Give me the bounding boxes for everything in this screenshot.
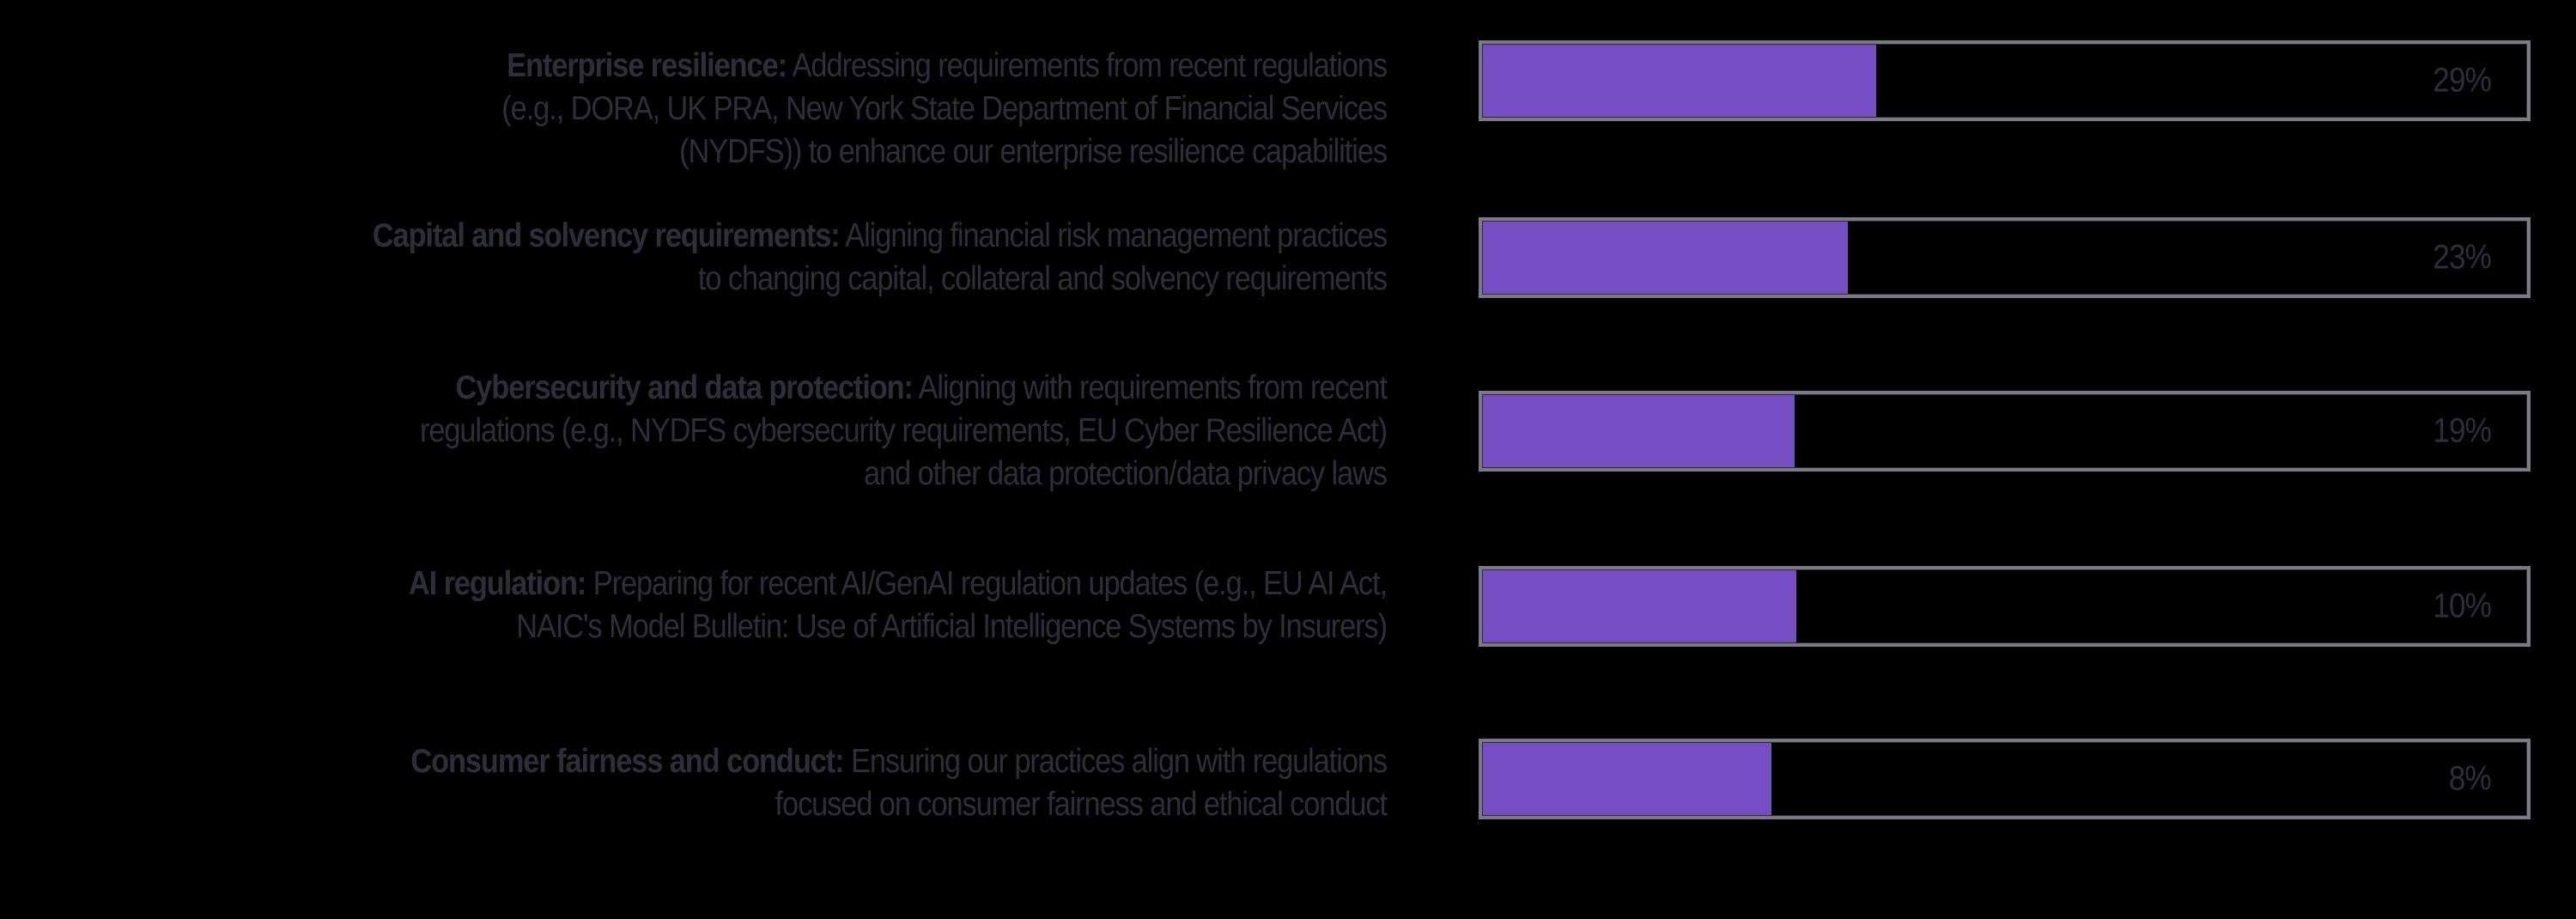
category-description: focused on consumer fairness and ethical… (775, 786, 1388, 823)
category-description: (e.g., DORA, UK PRA, New York State Depa… (501, 90, 1388, 127)
category-description: Addressing requirements from recent regu… (786, 47, 1388, 84)
category-description: Ensuring our practices align with regula… (843, 743, 1388, 780)
category-description: Aligning financial risk management pract… (839, 217, 1388, 254)
category-description: Preparing for recent AI/GenAI regulation… (586, 565, 1388, 602)
category-term: AI regulation: (408, 565, 586, 602)
value-label: 19% (2433, 411, 2492, 450)
bar-track: 23% (1479, 217, 2530, 298)
category-label: AI regulation: Preparing for recent AI/G… (27, 563, 1388, 648)
bar-fill (1482, 569, 1796, 643)
category-label: Capital and solvency requirements: Align… (27, 215, 1388, 301)
value-label: 10% (2433, 587, 2492, 625)
category-term: Consumer fairness and conduct: (410, 743, 844, 780)
category-description: to changing capital, collateral and solv… (697, 260, 1388, 297)
category-description: (NYDFS)) to enhance our enterprise resil… (679, 133, 1388, 170)
bar-track: 19% (1479, 391, 2530, 472)
bar-fill (1482, 394, 1795, 468)
category-description: Aligning with requirements from recent (912, 369, 1388, 406)
bar-track: 8% (1479, 739, 2530, 819)
value-label: 23% (2433, 238, 2492, 277)
category-label: Enterprise resilience: Addressing requir… (27, 45, 1388, 173)
category-term: Cybersecurity and data protection: (455, 369, 914, 406)
category-term: Enterprise resilience: (507, 47, 787, 84)
category-label: Cybersecurity and data protection: Align… (27, 367, 1388, 496)
category-term: Capital and solvency requirements: (372, 217, 841, 254)
value-label: 29% (2433, 61, 2492, 100)
bar-fill (1482, 44, 1876, 118)
bar-fill (1482, 221, 1848, 295)
category-description: NAIC's Model Bulletin: Use of Artificial… (516, 608, 1388, 645)
value-label: 8% (2448, 759, 2492, 798)
category-label: Consumer fairness and conduct: Ensuring … (27, 740, 1388, 826)
category-description: and other data protection/data privacy l… (864, 455, 1388, 492)
category-description: regulations (e.g., NYDFS cybersecurity r… (419, 412, 1388, 449)
bar-track: 10% (1479, 566, 2530, 647)
bar-track: 29% (1479, 40, 2530, 121)
bar-fill (1482, 742, 1771, 816)
